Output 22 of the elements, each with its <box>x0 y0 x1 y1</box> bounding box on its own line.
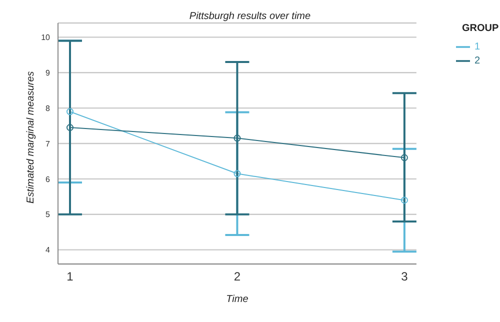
point <box>234 170 241 178</box>
y-tick-label: 5 <box>46 210 51 220</box>
point <box>66 108 74 116</box>
y-axis-title: Estimated marginal measures <box>26 71 37 204</box>
x-tick-label: 3 <box>401 270 408 284</box>
legend-label: 2 <box>474 56 480 67</box>
y-tick-label: 7 <box>46 139 51 148</box>
point <box>400 154 408 162</box>
point <box>66 124 74 132</box>
legend-label: 1 <box>474 42 480 53</box>
legend-title: GROUP <box>462 23 499 34</box>
x-tick-label: 2 <box>234 270 241 284</box>
point <box>234 134 241 142</box>
y-tick-label: 9 <box>46 68 51 78</box>
y-tick-label: 6 <box>46 174 51 184</box>
y-tick-label: 10 <box>41 33 51 42</box>
x-tick-label: 1 <box>66 270 74 284</box>
x-axis-title: Time <box>226 294 249 305</box>
y-tick-label: 4 <box>46 246 51 255</box>
y-tick-label: 8 <box>46 104 51 113</box>
point <box>400 196 408 204</box>
chart-title: Pittsburgh results over time <box>188 11 312 22</box>
